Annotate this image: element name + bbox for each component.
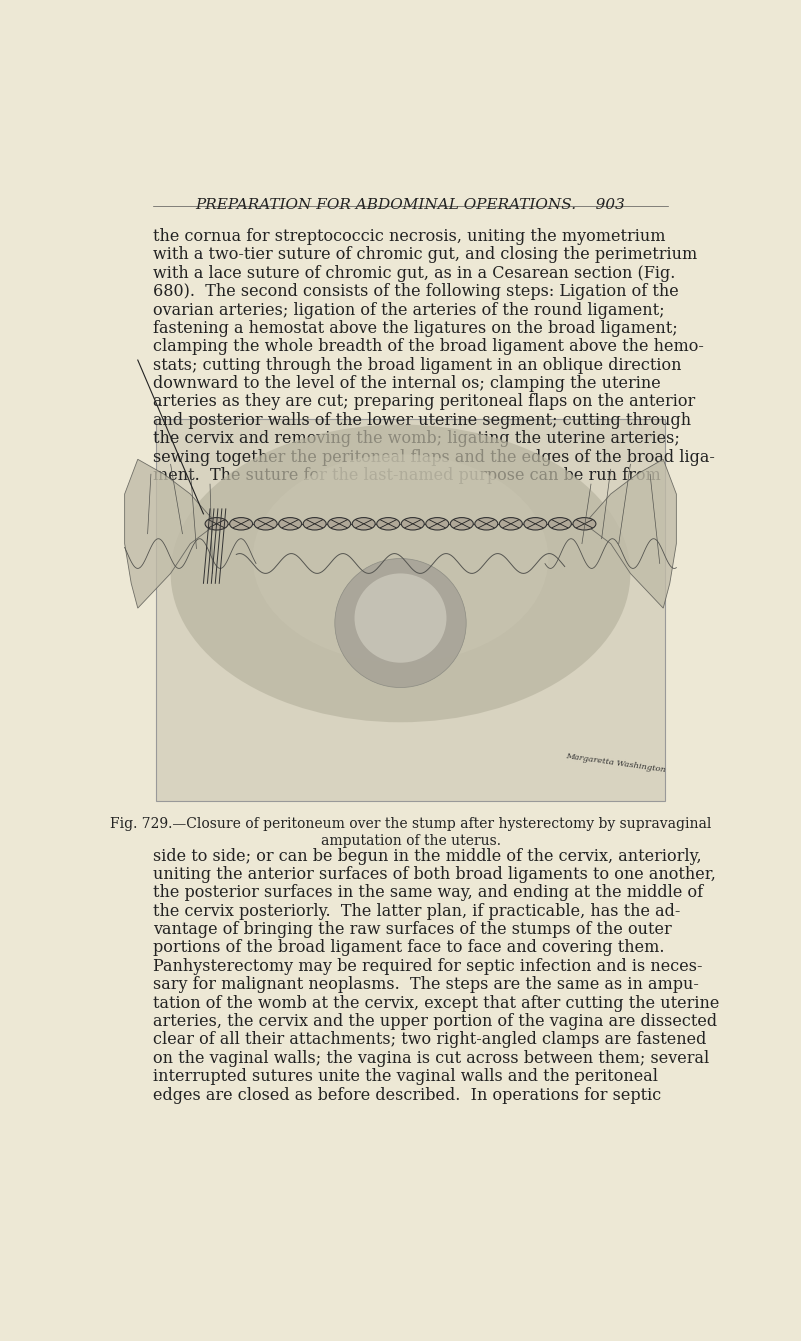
Text: portions of the broad ligament face to face and covering them.: portions of the broad ligament face to f… [153, 940, 664, 956]
Ellipse shape [499, 518, 522, 530]
Ellipse shape [253, 455, 548, 662]
Text: interrupted sutures unite the vaginal walls and the peritoneal: interrupted sutures unite the vaginal wa… [153, 1069, 658, 1085]
Text: side to side; or can be begun in the middle of the cervix, anteriorly,: side to side; or can be begun in the mid… [153, 848, 702, 865]
Text: with a two-tier suture of chromic gut, and closing the perimetrium: with a two-tier suture of chromic gut, a… [153, 247, 697, 263]
Ellipse shape [524, 518, 547, 530]
Polygon shape [585, 459, 676, 609]
Text: sary for malignant neoplasms.  The steps are the same as in ampu-: sary for malignant neoplasms. The steps … [153, 976, 698, 994]
Text: amputation of the uterus.: amputation of the uterus. [320, 834, 501, 848]
Text: Fig. 729.—Closure of peritoneum over the stump after hysterectomy by supravagina: Fig. 729.—Closure of peritoneum over the… [110, 817, 711, 830]
Text: clamping the whole breadth of the broad ligament above the hemo-: clamping the whole breadth of the broad … [153, 338, 704, 355]
Text: clear of all their attachments; two right-angled clamps are fastened: clear of all their attachments; two righ… [153, 1031, 706, 1049]
Text: downward to the level of the internal os; clamping the uterine: downward to the level of the internal os… [153, 375, 661, 392]
Ellipse shape [355, 574, 446, 662]
Text: on the vaginal walls; the vagina is cut across between them; several: on the vaginal walls; the vagina is cut … [153, 1050, 709, 1066]
Text: sewing together the peritoneal flaps and the edges of the broad liga-: sewing together the peritoneal flaps and… [153, 449, 714, 465]
FancyBboxPatch shape [156, 418, 665, 801]
Text: the posterior surfaces in the same way, and ending at the middle of: the posterior surfaces in the same way, … [153, 884, 703, 901]
Ellipse shape [205, 518, 228, 530]
Ellipse shape [450, 518, 473, 530]
Ellipse shape [230, 518, 252, 530]
Text: vantage of bringing the raw surfaces of the stumps of the outer: vantage of bringing the raw surfaces of … [153, 921, 672, 939]
Text: with a lace suture of chromic gut, as in a Cesarean section (Fig.: with a lace suture of chromic gut, as in… [153, 264, 675, 282]
Text: 680).  The second consists of the following steps: Ligation of the: 680). The second consists of the followi… [153, 283, 678, 300]
Ellipse shape [328, 518, 351, 530]
Ellipse shape [254, 518, 277, 530]
Polygon shape [125, 459, 216, 609]
Text: Panhysterectomy may be required for septic infection and is neces-: Panhysterectomy may be required for sept… [153, 957, 702, 975]
Ellipse shape [376, 518, 400, 530]
Text: and posterior walls of the lower uterine segment; cutting through: and posterior walls of the lower uterine… [153, 412, 691, 429]
Text: the cervix posteriorly.  The latter plan, if practicable, has the ad-: the cervix posteriorly. The latter plan,… [153, 902, 680, 920]
Ellipse shape [171, 425, 630, 723]
Text: ment.  The suture for the last-named purpose can be run from: ment. The suture for the last-named purp… [153, 467, 661, 484]
Text: uniting the anterior surfaces of both broad ligaments to one another,: uniting the anterior surfaces of both br… [153, 866, 716, 882]
Text: the cervix and removing the womb; ligating the uterine arteries;: the cervix and removing the womb; ligati… [153, 430, 680, 447]
Text: ovarian arteries; ligation of the arteries of the round ligament;: ovarian arteries; ligation of the arteri… [153, 302, 665, 319]
Text: stats; cutting through the broad ligament in an oblique direction: stats; cutting through the broad ligamen… [153, 357, 682, 374]
Text: the cornua for streptococcic necrosis, uniting the myometrium: the cornua for streptococcic necrosis, u… [153, 228, 666, 245]
Ellipse shape [549, 518, 571, 530]
Text: fastening a hemostat above the ligatures on the broad ligament;: fastening a hemostat above the ligatures… [153, 320, 678, 337]
Text: edges are closed as before described.  In operations for septic: edges are closed as before described. In… [153, 1086, 661, 1104]
Ellipse shape [475, 518, 497, 530]
Text: Margaretta Washington: Margaretta Washington [565, 752, 666, 774]
Text: PREPARATION FOR ABDOMINAL OPERATIONS.    903: PREPARATION FOR ABDOMINAL OPERATIONS. 90… [195, 198, 626, 212]
Ellipse shape [352, 518, 375, 530]
Ellipse shape [304, 518, 326, 530]
Ellipse shape [573, 518, 596, 530]
Text: arteries, the cervix and the upper portion of the vagina are dissected: arteries, the cervix and the upper porti… [153, 1012, 717, 1030]
Ellipse shape [335, 558, 466, 688]
Ellipse shape [426, 518, 449, 530]
Text: tation of the womb at the cervix, except that after cutting the uterine: tation of the womb at the cervix, except… [153, 995, 719, 1011]
Ellipse shape [401, 518, 425, 530]
Ellipse shape [279, 518, 302, 530]
Text: arteries as they are cut; preparing peritoneal flaps on the anterior: arteries as they are cut; preparing peri… [153, 393, 695, 410]
